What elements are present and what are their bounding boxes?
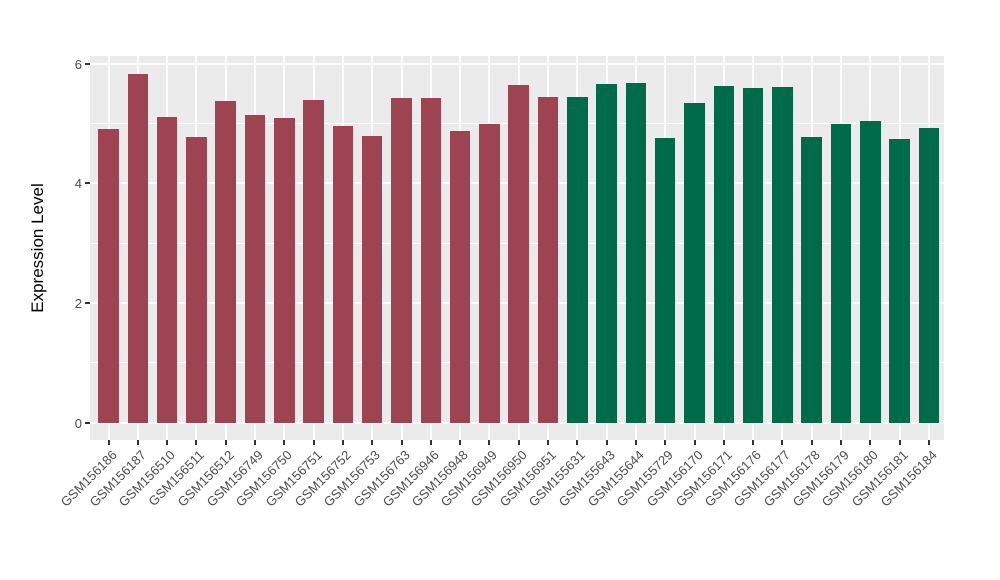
bar-GSM156948 [449,131,471,423]
bar-GSM156951 [537,96,559,423]
bar-GSM156186 [98,129,119,423]
x-tick-mark [459,440,462,445]
y-tick-label: 4 [74,176,82,192]
y-tick-label: 2 [74,295,82,311]
bar-GSM156950 [508,85,529,423]
x-tick-mark [166,440,169,445]
x-tick-mark [224,440,227,445]
bar-GSM156180 [860,121,881,423]
bar-GSM155631 [567,96,588,423]
bar-GSM156751 [303,99,324,423]
bar-GSM156177 [772,87,793,423]
bar-GSM156946 [420,98,442,423]
x-tick-mark [840,440,842,445]
x-tick-mark [254,440,256,445]
y-tick-mark [85,421,90,424]
bar-GSM156184 [918,128,940,423]
y-tick-label: 6 [74,56,82,72]
y-tick-mark [85,182,90,185]
bar-GSM156176 [742,88,764,423]
x-tick-mark [107,440,110,445]
bar-GSM156187 [127,73,149,423]
bar-GSM155729 [654,137,676,423]
bar-GSM156512 [215,101,236,423]
x-tick-mark [664,440,667,445]
bar-GSM156749 [244,114,266,423]
bar-GSM156170 [684,103,705,423]
x-tick-mark [517,440,520,445]
x-tick-mark [547,440,549,445]
bar-GSM156181 [889,139,910,423]
bar-GSM156949 [479,123,500,423]
bar-GSM156179 [830,123,852,423]
x-tick-mark [195,440,198,445]
x-tick-mark [341,440,344,445]
bar-GSM156510 [156,116,178,423]
x-tick-mark [869,440,872,445]
gridline-major [90,421,944,424]
x-tick-mark [781,440,784,445]
x-tick-mark [634,440,637,445]
y-axis-title: Expression Level [28,183,47,313]
x-tick-mark [722,440,725,445]
x-tick-mark [605,440,608,445]
x-tick-mark [488,440,491,445]
x-tick-mark [429,440,432,445]
bar-GSM156763 [391,97,412,423]
x-tick-mark [898,440,901,445]
bar-GSM155644 [625,82,647,423]
x-tick-mark [136,440,139,445]
y-tick-mark [85,62,90,65]
bar-GSM156753 [361,136,383,423]
x-tick-mark [927,440,930,445]
y-tick-mark [85,301,90,304]
x-tick-mark [576,440,579,445]
plot-panel [90,56,944,440]
bar-GSM155643 [596,84,617,423]
bar-GSM156511 [186,137,207,423]
y-tick-label: 0 [74,415,82,431]
x-tick-mark [693,440,696,445]
bars-layer [90,56,944,440]
x-tick-mark [371,440,374,445]
x-tick-mark [400,440,403,445]
bar-GSM156750 [274,117,295,423]
bar-GSM156752 [332,125,354,423]
bar-GSM156171 [713,86,735,423]
x-tick-mark [312,440,315,445]
bar-GSM156178 [801,136,822,423]
x-tick-mark [752,440,755,445]
gridline-major [90,62,944,65]
x-tick-mark [283,440,286,445]
x-tick-mark [810,440,813,445]
